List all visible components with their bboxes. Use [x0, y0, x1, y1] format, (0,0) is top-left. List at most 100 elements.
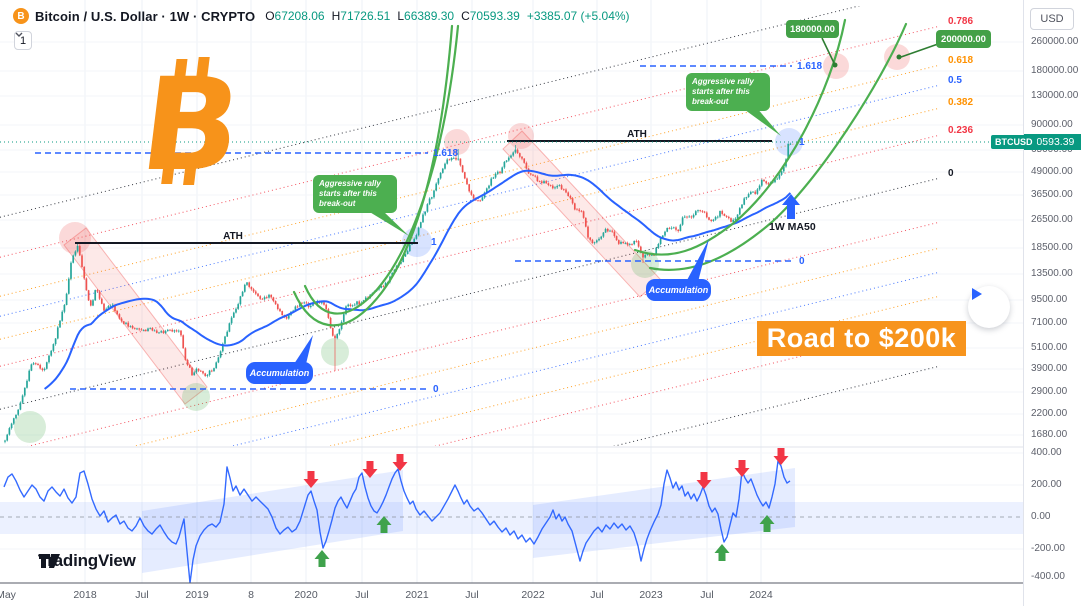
accumulation-label[interactable]: Accumulation	[246, 362, 313, 384]
time-tick-label: 8	[248, 589, 254, 601]
fib-value-label: 0	[799, 256, 805, 267]
tradingview-wordmark: TradingView	[38, 551, 136, 570]
price-tick-label: 7100.00	[1031, 317, 1068, 328]
price-tick-label: 180000.00	[1031, 65, 1079, 76]
fib-channel-label: 0.786	[948, 16, 974, 27]
last-price-label: 70593.39	[1024, 134, 1081, 150]
price-tick-label: 26500.00	[1031, 214, 1073, 225]
sell-arrow-icon	[734, 460, 750, 477]
time-tick-label: 2022	[521, 589, 545, 601]
price-tick-label: 200.00	[1031, 479, 1062, 490]
price-tick-label: 36500.00	[1031, 189, 1073, 200]
time-tick-label: Jul	[355, 589, 369, 601]
accumulation-label[interactable]: Accumulation	[646, 279, 711, 301]
sell-arrow-icon	[773, 448, 789, 465]
price-tick-label: 3900.00	[1031, 363, 1068, 374]
signal-arrows[interactable]	[303, 448, 789, 567]
green-highlight-circle	[14, 411, 46, 443]
parabolic-support-curve	[292, 24, 454, 327]
play-icon	[972, 288, 982, 300]
candlestick-series	[4, 142, 792, 444]
fib-value-label: 1	[799, 137, 805, 148]
change-value: +3385.07 (+5.04%)	[526, 9, 630, 23]
time-tick-label: Jul	[135, 589, 149, 601]
price-tick-label: 13500.00	[1031, 268, 1073, 279]
ohlc-values: O67208.06 H71726.51 L66389.30 C70593.39 …	[265, 9, 630, 23]
ath-label: ATH	[223, 231, 243, 242]
green-highlight-circle	[631, 250, 659, 278]
interval-dropdown[interactable]: 1	[14, 31, 33, 50]
time-axis[interactable]: May 2018 Jul 2019 8 2020 Jul 2021 Jul 2022 Jul 2023…	[0, 585, 1081, 606]
buy-arrow-icon	[759, 515, 775, 532]
price-tick-label: 0.00	[1031, 511, 1051, 522]
buy-arrow-icon	[314, 550, 330, 567]
time-tick-label: 2019	[185, 589, 209, 601]
fib-channel-label: 0.382	[948, 97, 974, 108]
road-banner[interactable]: Road to $200k	[757, 321, 966, 356]
rally-callout[interactable]: Aggressive rally starts after this break-o…	[313, 175, 397, 213]
price-tick-label: -400.00	[1031, 571, 1065, 582]
fib-value-label: 1	[431, 237, 437, 248]
price-tick-label: 5100.00	[1031, 342, 1068, 353]
fib-value-label: 1.618	[433, 148, 459, 159]
pink-highlight-circle	[59, 222, 91, 254]
price-tick-label: 18500.00	[1031, 242, 1073, 253]
price-tick-label: 49000.00	[1031, 166, 1073, 177]
price-tick-label: 90000.00	[1031, 119, 1073, 130]
symbol-header[interactable]: B Bitcoin / U.S. Dollar · 1W · CRYPTO O6…	[13, 8, 630, 24]
price-tick-label: 260000.00	[1031, 36, 1079, 47]
price-target-label[interactable]: 200000.00	[936, 30, 991, 48]
fib-value-label: 0	[433, 384, 439, 395]
ma50-pointer-arrow[interactable]	[782, 194, 800, 219]
fib-value-label: 1.618	[797, 61, 823, 72]
price-tick-label: 1680.00	[1031, 429, 1068, 440]
bear-channel	[63, 227, 208, 405]
symbol-price-tag: BTCUSD	[991, 135, 1037, 149]
price-tick-label: 130000.00	[1031, 90, 1079, 101]
price-tick-label: 9500.00	[1031, 294, 1068, 305]
price-axis[interactable]: USD 260000.00180000.00130000.0090000.006…	[1023, 0, 1081, 606]
sell-arrow-icon	[303, 471, 319, 488]
close-value: 70593.39	[469, 9, 520, 23]
parabolic-support-curve	[648, 22, 908, 271]
bitcoin-logo-watermark: B	[133, 51, 235, 185]
buy-arrow-icon	[376, 516, 392, 533]
price-tick-label: 2200.00	[1031, 408, 1068, 419]
play-button[interactable]	[968, 286, 1010, 328]
ma50-label: 1W MA50	[769, 221, 816, 233]
high-value: 71726.51	[340, 9, 391, 23]
symbol-title[interactable]: Bitcoin / U.S. Dollar · 1W · CRYPTO	[35, 8, 256, 24]
price-pane	[0, 6, 1023, 446]
currency-button[interactable]: USD	[1030, 8, 1074, 30]
sell-arrow-icon	[362, 461, 378, 478]
time-tick-label: 2023	[639, 589, 663, 601]
time-tick-label: 2024	[749, 589, 773, 601]
sell-arrow-icon	[392, 454, 408, 471]
buy-arrow-icon	[714, 544, 730, 561]
open-value: 67208.06	[274, 9, 325, 23]
pink-highlight-circle	[508, 123, 534, 149]
fib-channel-label: 0.236	[948, 125, 974, 136]
price-target-label[interactable]: 180000.00	[786, 20, 839, 38]
chevron-down-icon	[15, 32, 23, 37]
fib-channel-label: 0	[948, 168, 954, 179]
rally-callout[interactable]: Aggressive rally starts after this break-o…	[686, 73, 770, 111]
bitcoin-icon: B	[13, 8, 29, 24]
oscillator-pane	[0, 460, 1023, 583]
time-tick-label: Jul	[700, 589, 714, 601]
parabolic-support-curve	[303, 24, 460, 315]
price-tick-label: 400.00	[1031, 447, 1062, 458]
bear-channel	[502, 130, 661, 298]
ath-label: ATH	[627, 129, 647, 140]
tradingview-logo[interactable]: TradingView	[38, 551, 136, 571]
sell-arrow-icon	[696, 472, 712, 489]
time-tick-label: 2021	[405, 589, 429, 601]
time-tick-label: 2018	[73, 589, 97, 601]
green-highlight-circle	[182, 383, 210, 411]
fib-channel	[0, 6, 941, 446]
time-tick-label: Jul	[590, 589, 604, 601]
fib-channel-label: 0.5	[948, 75, 962, 86]
price-tick-label: 2900.00	[1031, 386, 1068, 397]
